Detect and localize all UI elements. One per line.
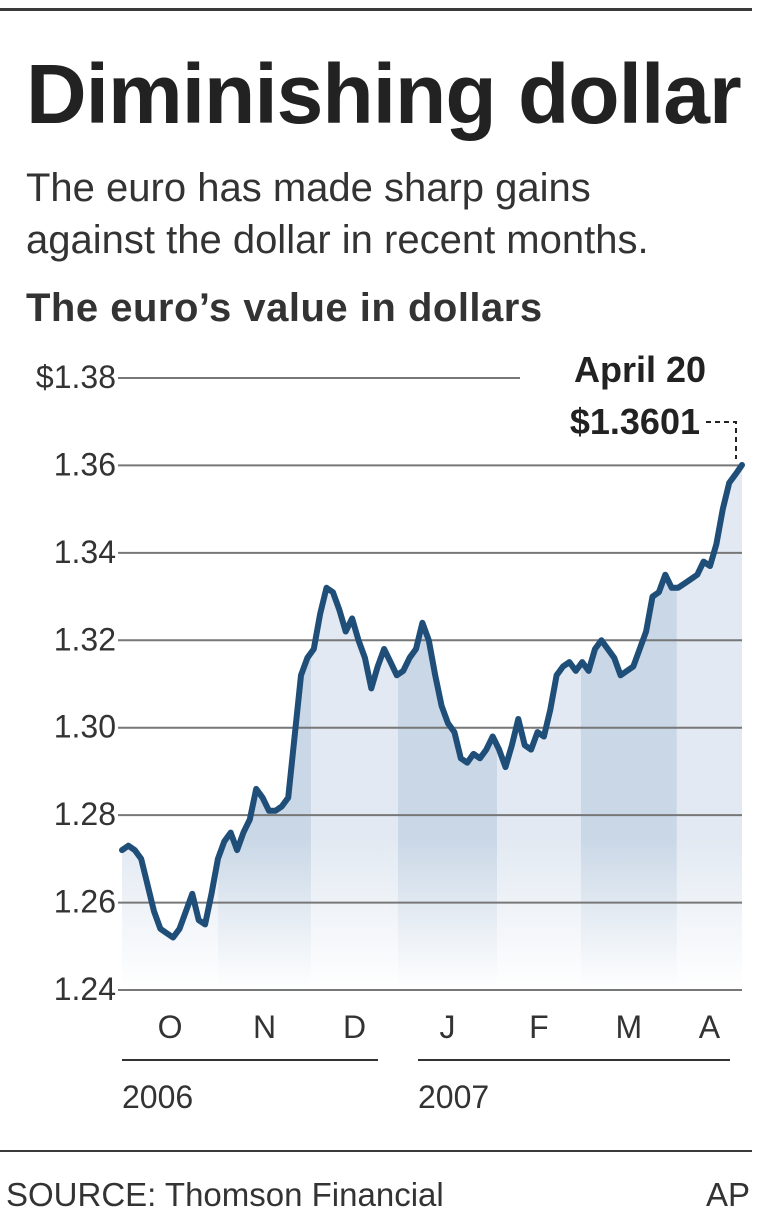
subtitle-line-2: against the dollar in recent months.: [26, 218, 649, 262]
y-tick-label: 1.26: [54, 884, 116, 920]
y-tick-label: $1.38: [36, 359, 116, 395]
y-tick-label: 1.28: [54, 796, 116, 832]
source-note: SOURCE: Thomson Financial: [6, 1176, 444, 1213]
bottom-rule: [0, 1150, 752, 1152]
x-tick-label: A: [699, 1009, 721, 1045]
annotation-value: $1.3601: [570, 401, 700, 442]
y-tick-label: 1.30: [54, 709, 116, 745]
top-rule: [0, 8, 752, 11]
year-label: 2006: [122, 1079, 193, 1115]
x-tick-label: O: [158, 1009, 183, 1045]
area-fade: [122, 465, 742, 990]
x-tick-label: J: [440, 1009, 456, 1045]
x-tick-label: N: [253, 1009, 276, 1045]
year-label: 2007: [418, 1079, 489, 1115]
credit: AP: [705, 1176, 750, 1213]
annotation-date: April 20: [574, 349, 706, 390]
y-tick-label: 1.36: [54, 446, 116, 482]
chart-title: The euro’s value in dollars: [26, 286, 543, 330]
subtitle: The euro has made sharp gains against th…: [26, 162, 649, 266]
subtitle-line-1: The euro has made sharp gains: [26, 166, 591, 210]
headline: Diminishing dollar: [26, 47, 742, 141]
annotation-leader: [706, 421, 737, 459]
x-tick-label: D: [343, 1009, 366, 1045]
x-tick-label: M: [616, 1009, 643, 1045]
y-tick-label: 1.24: [54, 971, 116, 1007]
line-chart: 1.24 1.26 1.28 1.30 1.32 1.34 1.36 $1.38 April 2…: [36, 349, 745, 1115]
x-tick-label: F: [529, 1009, 549, 1045]
y-tick-label: 1.34: [54, 534, 116, 570]
y-tick-label: 1.32: [54, 621, 116, 657]
series-line: [119, 462, 745, 941]
month-bands: [122, 465, 742, 990]
